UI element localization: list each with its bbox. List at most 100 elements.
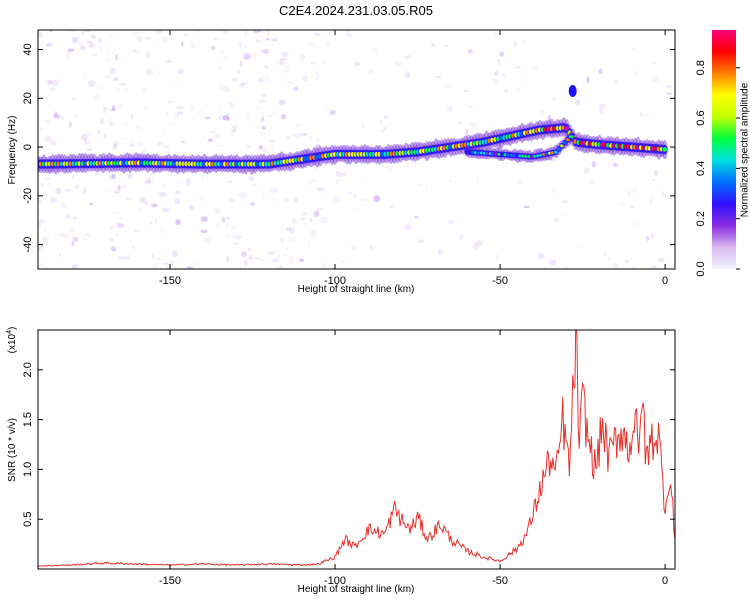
spectrogram-y-axis-label: Frequency (Hz) <box>7 116 18 185</box>
spectrogram-noise-speckle <box>519 71 522 74</box>
spectrogram-noise-speckle <box>260 93 267 97</box>
spectrogram-noise-speckle <box>300 54 306 60</box>
spectrogram-noise-speckle <box>416 183 422 186</box>
snr-series-layer <box>38 330 675 567</box>
spectrogram-noise-speckle <box>657 257 665 263</box>
spectrogram-noise-speckle <box>111 52 116 55</box>
spectrogram-noise-speckle <box>373 48 378 53</box>
spectrogram-noise-speckle <box>273 60 281 66</box>
spectrogram-noise-speckle <box>315 46 319 49</box>
spectrogram-noise-speckle <box>644 112 651 118</box>
spectrogram-noise-speckle <box>472 242 480 250</box>
spectrogram-noise-speckle <box>38 218 46 225</box>
spectrogram-noise-speckle <box>132 244 136 250</box>
snr-x-axis-label: Height of straight line (km) <box>298 584 415 595</box>
spectrogram-noise-speckle <box>309 135 313 141</box>
spectrogram-y-tick-label: -40 <box>22 237 34 253</box>
snr-frame <box>37 329 676 570</box>
spectrogram-noise-speckle <box>217 107 222 112</box>
spectrogram-noise-speckle <box>43 176 51 181</box>
spectrogram-noise-speckle <box>102 132 108 139</box>
spectrogram-noise-speckle <box>217 83 225 91</box>
spectrogram-noise-speckle <box>104 75 112 79</box>
spectrogram-noise-speckle <box>631 187 638 194</box>
spectrogram-noise-speckle <box>490 126 497 134</box>
spectrogram-noise-speckle <box>145 36 151 40</box>
spectrogram-noise-speckle <box>588 180 594 185</box>
spectrogram-noise-speckle <box>83 138 88 146</box>
spectrogram-noise-speckle <box>293 197 298 203</box>
spectrogram-peak-spot <box>568 84 577 97</box>
spectrogram-noise-speckle <box>576 245 584 249</box>
spectrogram-noise-speckle <box>169 259 175 266</box>
spectrogram-noise-speckle <box>132 31 141 35</box>
spectrogram-noise-speckle <box>73 237 78 242</box>
spectrogram-noise-speckle <box>98 86 106 89</box>
spectrogram-noise-speckle <box>238 192 247 199</box>
spectrogram-noise-speckle <box>262 149 268 152</box>
spectrogram-noise-speckle <box>131 113 134 120</box>
spectrogram-noise-speckle <box>158 191 167 197</box>
spectrogram-noise-speckle <box>515 65 521 69</box>
spectrogram-noise-speckle <box>314 32 321 37</box>
spectrogram-noise-speckle <box>83 187 86 194</box>
spectrogram-noise-speckle <box>335 171 343 177</box>
spectrogram-noise-speckle <box>71 266 79 269</box>
spectrogram-noise-speckle <box>53 114 61 119</box>
spectrogram-noise-speckle <box>72 235 79 239</box>
spectrogram-noise-speckle <box>117 184 121 191</box>
spectrogram-noise-speckle <box>632 266 636 269</box>
spectrogram-noise-speckle <box>121 137 128 142</box>
spectrogram-noise-speckle <box>83 71 87 79</box>
spectrogram-noise-speckle <box>116 245 119 249</box>
spectrogram-noise-speckle <box>107 49 110 52</box>
spectrogram-noise-speckle <box>152 263 159 269</box>
spectrogram-noise-speckle <box>117 102 122 108</box>
spectrogram-noise-speckle <box>150 203 158 208</box>
spectrogram-noise-speckle <box>531 64 538 71</box>
spectrogram-noise-speckle <box>252 257 260 260</box>
spectrogram-noise-speckle <box>174 112 180 118</box>
spectrogram-noise-speckle <box>69 30 75 33</box>
spectrogram-noise-speckle <box>247 247 252 252</box>
spectrogram-noise-speckle <box>283 198 292 202</box>
snr-y-tick-label: 0.5 <box>22 512 34 527</box>
spectrogram-noise-speckle <box>154 218 158 224</box>
spectrogram-noise-speckle <box>88 80 96 87</box>
spectrogram-noise-speckle <box>379 129 385 133</box>
spectrogram-noise-speckle <box>86 139 91 146</box>
spectrogram-noise-speckle <box>553 217 560 223</box>
spectrogram-noise-speckle <box>175 219 181 226</box>
spectrogram-noise-speckle <box>116 223 124 228</box>
spectrogram-noise-speckle <box>227 130 235 137</box>
spectrogram-noise-speckle <box>142 30 146 34</box>
spectrogram-noise-speckle <box>113 143 118 150</box>
spectrogram-noise-speckle <box>271 196 278 202</box>
spectrogram-noise-speckle <box>654 169 659 176</box>
spectrogram-noise-speckle <box>307 180 312 186</box>
spectrogram-noise-speckle <box>552 187 557 195</box>
spectrogram-noise-speckle <box>116 228 124 232</box>
spectrogram-noise-speckle <box>38 31 43 39</box>
spectrogram-noise-speckle <box>431 42 436 48</box>
spectrogram-noise-speckle <box>44 183 53 186</box>
spectrogram-noise-speckle <box>187 266 191 269</box>
spectrogram-noise-speckle <box>614 79 617 85</box>
spectrogram-noise-speckle <box>90 34 97 40</box>
chart-title: C2E4.2024.231.03.05.R05 <box>279 3 433 18</box>
spectrogram-noise-speckle <box>183 33 189 37</box>
spectrogram-noise-speckle <box>526 80 529 84</box>
spectrogram-noise-speckle <box>109 108 117 112</box>
spectrogram-noise-speckle <box>651 61 657 65</box>
spectrogram-noise-speckle <box>84 30 91 33</box>
spectrogram-noise-speckle <box>165 59 172 64</box>
spectrogram-noise-speckle <box>71 241 75 247</box>
spectrogram-noise-speckle <box>306 242 312 248</box>
spectrogram-noise-speckle <box>613 162 619 167</box>
spectrogram-y-tick-label: -20 <box>22 188 34 204</box>
spectrogram-noise-speckle <box>215 144 223 147</box>
spectrogram-y-tick-label: 40 <box>22 43 34 55</box>
spectrogram-noise-speckle <box>404 71 411 79</box>
spectrogram-noise-speckle <box>285 246 289 251</box>
